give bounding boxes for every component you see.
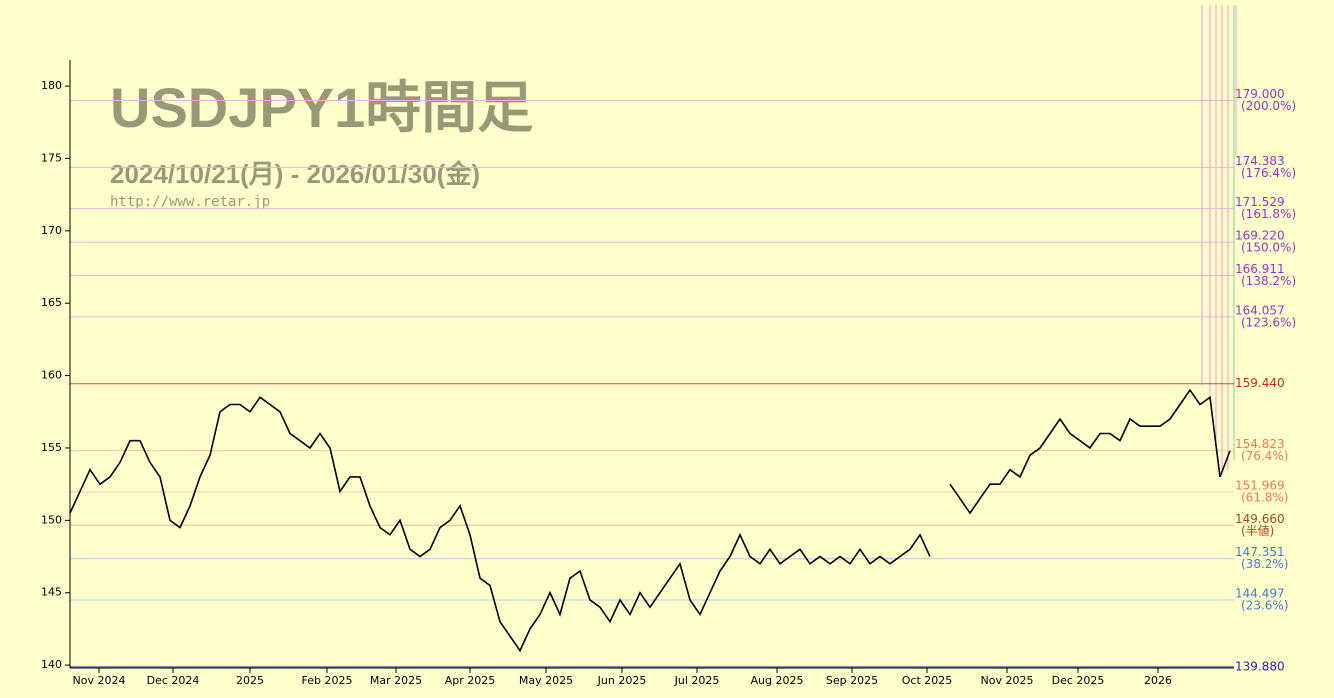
level-label: 147.351 (1235, 545, 1285, 559)
y-tick-label: 170 (41, 224, 62, 237)
x-tick-label: Oct 2025 (902, 674, 953, 687)
source: http://www.retar.jp (110, 194, 270, 210)
x-tick-label: Sep 2025 (826, 674, 878, 687)
level-note: (123.6%) (1241, 315, 1296, 329)
x-tick-label: Nov 2025 (981, 674, 1034, 687)
level-label: 169.220 (1235, 229, 1285, 243)
price-line (949, 388, 1231, 515)
level-label: 174.383 (1235, 154, 1285, 168)
level-note: (200.0%) (1241, 99, 1296, 113)
y-tick-label: 180 (41, 79, 62, 92)
y-tick-label: 165 (41, 296, 62, 309)
level-label: 171.529 (1235, 195, 1285, 209)
level-note: (76.4%) (1241, 449, 1288, 463)
level-label: 154.823 (1235, 437, 1285, 451)
x-tick-label: Nov 2024 (73, 674, 126, 687)
chart-title: USDJPY1時間足 (110, 76, 533, 139)
level-label: 159.440 (1235, 376, 1285, 390)
price-line (69, 396, 931, 653)
x-tick-label: May 2025 (519, 674, 573, 687)
chart-subtitle: 2024/10/21(月) - 2026/01/30(金) (110, 159, 480, 189)
level-note: (38.2%) (1241, 557, 1288, 571)
level-note: (161.8%) (1241, 207, 1296, 221)
y-tick-label: 140 (41, 658, 62, 671)
level-note: (61.8%) (1241, 490, 1288, 504)
x-tick-label: Feb 2025 (302, 674, 353, 687)
x-tick-label: Aug 2025 (751, 674, 804, 687)
y-tick-label: 155 (41, 441, 62, 454)
x-tick-label: Jul 2025 (674, 674, 720, 687)
x-tick-label: Jun 2025 (597, 674, 647, 687)
level-note: (150.0%) (1241, 241, 1296, 255)
x-tick-label: Apr 2025 (445, 674, 496, 687)
x-tick-label: 2026 (1144, 674, 1172, 687)
level-label: 179.000 (1235, 87, 1285, 101)
level-note: (138.2%) (1241, 274, 1296, 288)
y-tick-label: 145 (41, 586, 62, 599)
y-tick-label: 175 (41, 151, 62, 164)
level-label: 144.497 (1235, 587, 1285, 601)
level-label: 151.969 (1235, 478, 1285, 492)
level-label: 164.057 (1235, 303, 1285, 317)
level-label: 166.911 (1235, 262, 1285, 276)
x-tick-label: Dec 2025 (1052, 674, 1105, 687)
x-tick-label: 2025 (236, 674, 264, 687)
x-tick-label: Mar 2025 (370, 674, 422, 687)
level-note: (23.6%) (1241, 599, 1288, 613)
level-label: 139.880 (1235, 659, 1285, 673)
x-tick-label: Dec 2024 (147, 674, 200, 687)
y-tick-label: 150 (41, 513, 62, 526)
y-tick-label: 160 (41, 369, 62, 382)
level-note: (半値) (1241, 523, 1274, 538)
level-label: 149.660 (1235, 512, 1285, 526)
level-note: (176.4%) (1241, 166, 1296, 180)
